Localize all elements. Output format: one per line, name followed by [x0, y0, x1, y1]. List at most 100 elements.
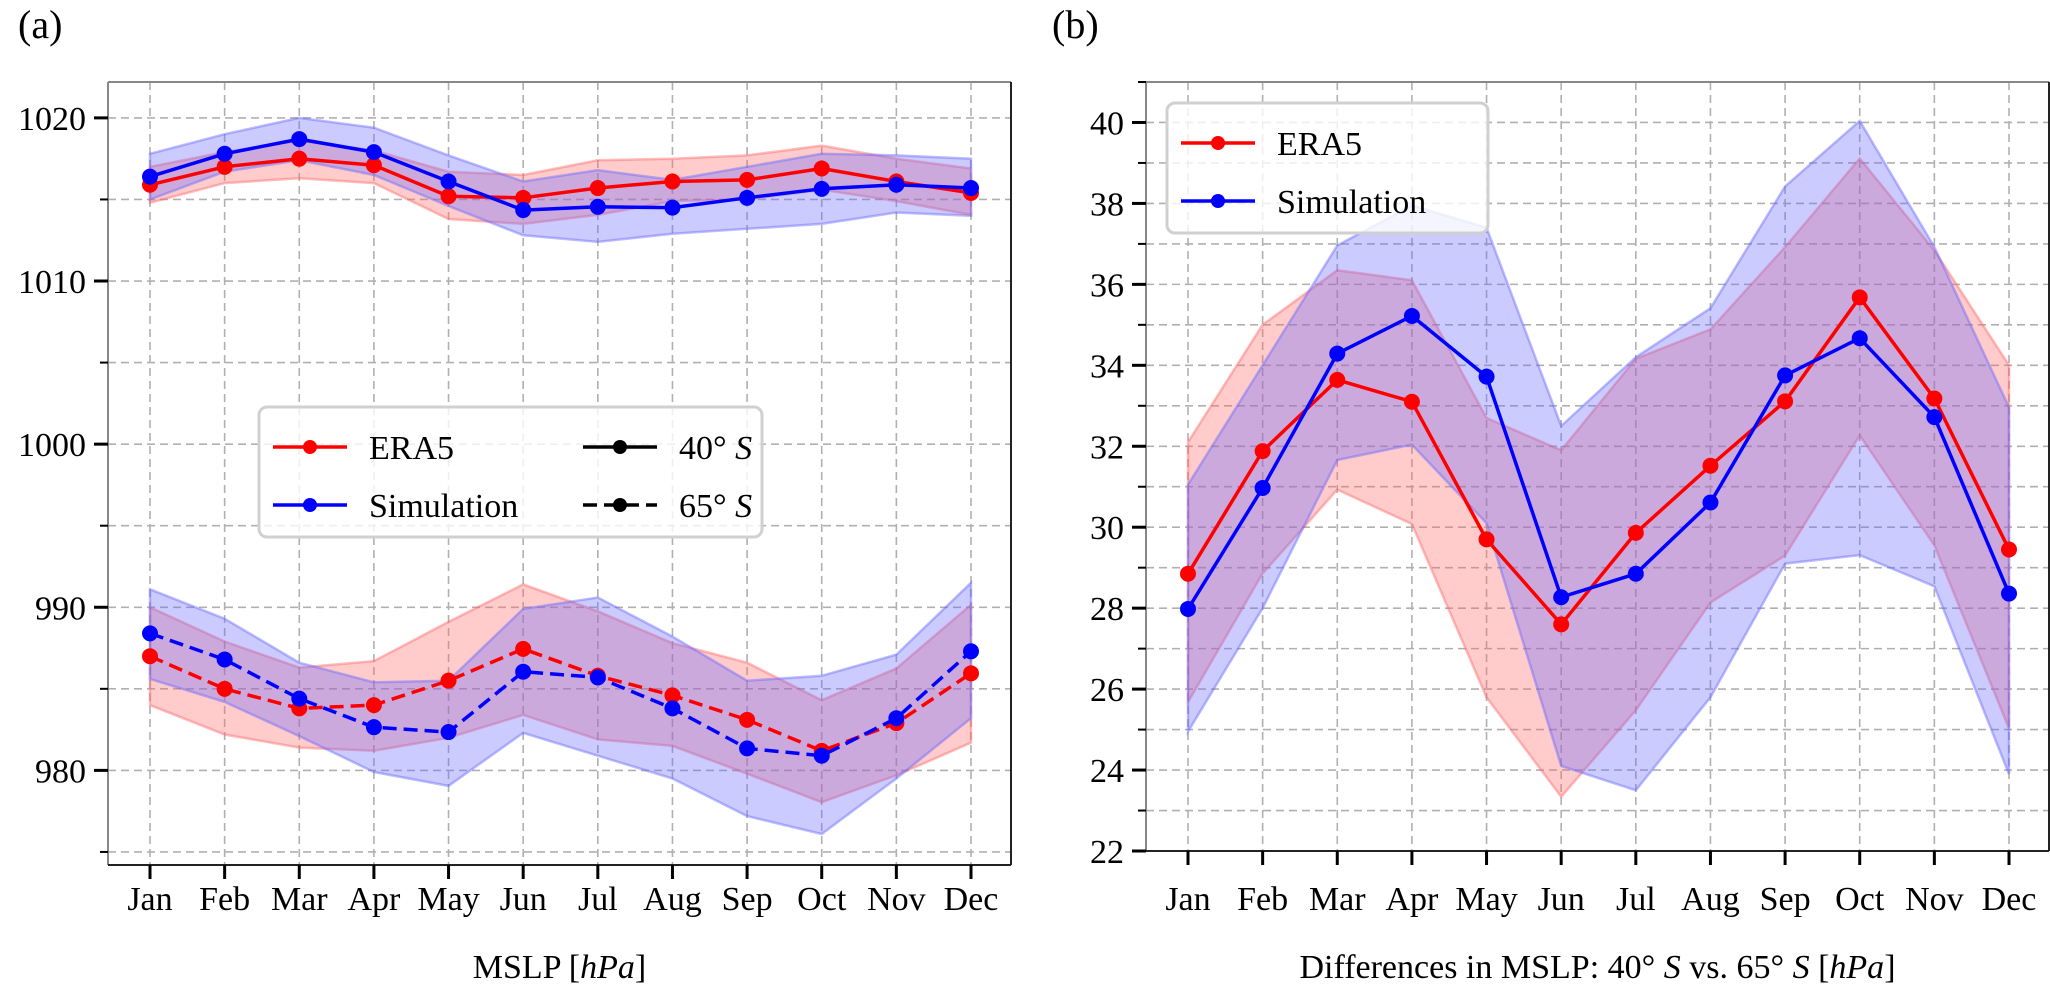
legend-b: ERA5 Simulation	[1165, 101, 1490, 235]
data-point-era5	[1926, 390, 1943, 407]
x-tick-label-may: May	[1455, 881, 1517, 918]
x-tick-label-dec: Dec	[944, 881, 999, 918]
x-axis-title-part: MSLP [	[473, 949, 580, 986]
data-point-era5-65-s	[365, 697, 382, 714]
data-point-simulation-65-s	[440, 724, 457, 741]
data-point-era5-65-s	[664, 687, 681, 704]
data-point-simulation-40-s	[216, 145, 233, 162]
y-tick-label: 980	[35, 753, 86, 790]
data-point-simulation	[2001, 585, 2017, 602]
x-tick-label-oct: Oct	[1835, 881, 1885, 918]
y-tick-label: 32	[1090, 429, 1124, 466]
data-point-simulation	[1254, 479, 1271, 496]
x-axis-title-part: hPa	[580, 949, 635, 986]
data-point-simulation-40-s	[142, 168, 158, 185]
x-axis-title-part: ]	[1884, 949, 1895, 986]
legend-label: 40° S	[679, 430, 752, 467]
x-tick-label-sep: Sep	[1760, 881, 1811, 918]
data-point-simulation-65-s	[813, 747, 830, 764]
y-tick-label: 34	[1090, 348, 1124, 385]
legend-label-part: 40°	[679, 430, 735, 467]
legend-item-era5: ERA5	[273, 430, 454, 467]
data-point-simulation-65-s	[142, 625, 158, 642]
data-point-era5-65-s	[142, 648, 158, 665]
data-point-era5-40-s	[440, 188, 457, 205]
x-axis-title-part: ]	[635, 949, 646, 986]
axes-b	[1132, 81, 2050, 865]
lines-a	[142, 131, 979, 764]
x-axis-title-part: Differences in MSLP: 40°	[1299, 949, 1663, 986]
y-tick-label: 24	[1090, 753, 1124, 790]
panel-b: (b) 22 24 26 28 30 32 34 36 38 40 Jan Feb Mar Apr May J…	[1052, 2, 2050, 986]
x-tick-label-dec: Dec	[1982, 881, 2037, 918]
y-tick-label: 1020	[18, 101, 86, 138]
x-tick-label-jun: Jun	[500, 881, 547, 918]
data-point-era5	[1329, 371, 1346, 388]
y-tick-label: 990	[35, 590, 86, 627]
data-point-simulation-40-s	[739, 189, 756, 206]
band-era5-65-s	[148, 583, 973, 804]
legend-marker-icon	[1211, 194, 1225, 208]
data-point-era5	[1851, 289, 1868, 306]
band-era5-40-s	[148, 139, 973, 226]
x-tick-label-mar: Mar	[271, 881, 328, 918]
x-tick-label-apr: Apr	[347, 881, 401, 918]
data-point-era5-65-s	[216, 680, 233, 697]
data-point-simulation-40-s	[365, 144, 382, 161]
legend-item-40-s: 40° S	[583, 430, 752, 467]
data-point-simulation	[1180, 600, 1196, 617]
legend-item-65-s: 65° S	[583, 488, 752, 525]
data-point-simulation	[1702, 494, 1719, 511]
series-line-simulation-65-s	[149, 631, 973, 758]
y-tick-label: 1010	[18, 264, 86, 301]
panel-label-b: (b)	[1052, 2, 1099, 47]
series-line-era5-65-s	[149, 647, 972, 753]
data-point-era5	[1553, 616, 1570, 633]
data-point-simulation-40-s	[963, 180, 979, 197]
axes-a	[94, 81, 1012, 879]
y-tick-label: 1000	[18, 427, 86, 464]
x-tick-label-aug: Aug	[1681, 881, 1740, 918]
x-tick-label-mar: Mar	[1309, 881, 1366, 918]
data-point-simulation-65-s	[291, 690, 308, 707]
data-point-era5-40-s	[216, 158, 233, 175]
panel-a: (a) 980 990 1000 1010 1020 Jan Feb Mar Apr May Jun…	[18, 2, 1012, 986]
y-tick-label: 36	[1090, 267, 1124, 304]
data-point-simulation	[1926, 409, 1943, 426]
x-tick-label-aug: Aug	[643, 881, 702, 918]
series-line-simulation-40-s	[149, 137, 972, 212]
data-point-era5	[1702, 457, 1719, 474]
data-point-simulation-65-s	[589, 669, 606, 686]
data-point-simulation-65-s	[365, 719, 382, 736]
data-point-era5-40-s	[813, 160, 830, 177]
data-point-simulation	[1329, 345, 1346, 362]
data-point-era5	[1403, 393, 1420, 410]
y-tick-label: 22	[1090, 834, 1124, 871]
x-tick-label-feb: Feb	[1237, 881, 1288, 918]
series-line-era5-40-s	[149, 156, 972, 200]
x-tick-label-nov: Nov	[867, 881, 926, 918]
data-point-simulation-40-s	[813, 180, 830, 197]
x-tick-label-nov: Nov	[1905, 881, 1964, 918]
x-axis-title-a: MSLP [hPa]	[473, 949, 647, 986]
data-point-era5-40-s	[589, 180, 606, 197]
data-point-simulation-40-s	[664, 199, 681, 216]
x-axis-title-part: S	[1664, 949, 1681, 986]
x-axis-title-part: [	[1810, 949, 1830, 986]
data-point-era5-65-s	[963, 665, 979, 682]
y-tick-label: 26	[1090, 672, 1124, 709]
x-tick-label-jul: Jul	[578, 881, 618, 918]
data-point-era5-40-s	[664, 173, 681, 190]
lines-b	[1180, 289, 2017, 633]
x-tick-label-jun: Jun	[1538, 881, 1585, 918]
data-point-simulation-65-s	[739, 740, 756, 757]
data-point-era5-65-s	[440, 672, 457, 689]
data-point-simulation	[1478, 368, 1495, 385]
legend-item-era5: ERA5	[1181, 126, 1362, 163]
legend-item-simulation: Simulation	[1181, 184, 1426, 221]
data-point-era5	[1180, 565, 1196, 582]
series-line-simulation	[1186, 314, 2011, 610]
series-line-era5	[1186, 295, 2011, 627]
